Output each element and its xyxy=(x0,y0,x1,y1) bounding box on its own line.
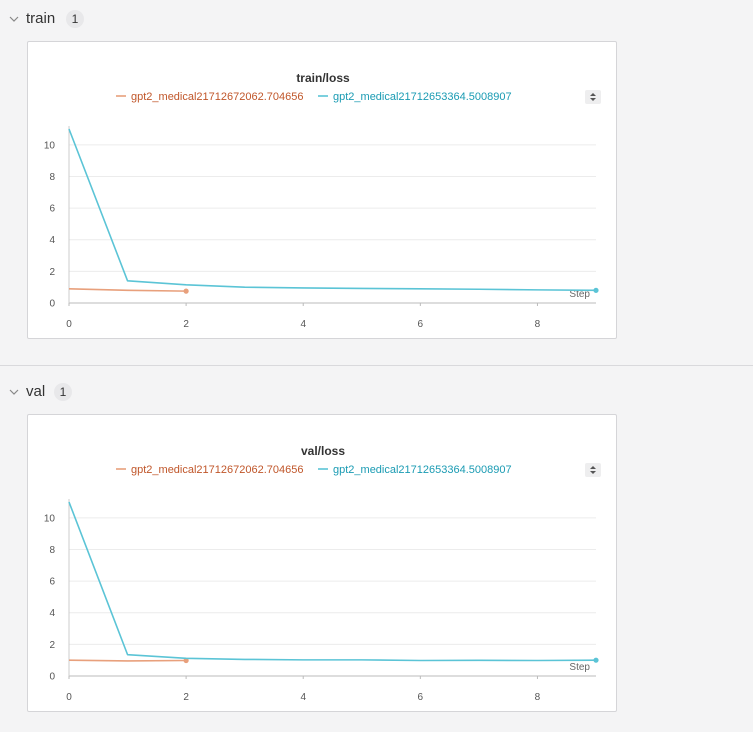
chart-title: val/loss xyxy=(301,444,345,458)
y-tick-label: 6 xyxy=(49,577,55,588)
legend-label: gpt2_medical21712653364.5008907 xyxy=(333,464,512,476)
x-tick-label: 4 xyxy=(300,319,306,330)
chart-val-loss: val/loss gpt2_medical21712672062.704656 gp… xyxy=(44,444,599,703)
sort-arrows-icon xyxy=(590,466,596,474)
chart-title: train/loss xyxy=(296,71,350,85)
series-endpoint[interactable] xyxy=(593,657,599,663)
x-tick-label: 0 xyxy=(66,319,72,330)
y-tick-label: 2 xyxy=(49,267,55,278)
legend-item[interactable]: gpt2_medical21712672062.704656 xyxy=(116,91,304,103)
y-tick-label: 8 xyxy=(49,172,55,183)
chevron-down-icon[interactable] xyxy=(8,13,20,25)
y-tick-label: 4 xyxy=(49,235,55,246)
sort-arrows-icon xyxy=(590,93,596,101)
x-tick-label: 6 xyxy=(418,692,424,703)
section-header-val[interactable]: val 1 xyxy=(0,380,120,404)
legend-label: gpt2_medical21712672062.704656 xyxy=(131,464,304,476)
chart-train-loss: train/loss gpt2_medical21712672062.704656… xyxy=(44,71,599,330)
x-tick-label: 2 xyxy=(183,319,189,330)
y-tick-label: 8 xyxy=(49,545,55,556)
legend-menu-button[interactable] xyxy=(585,463,601,477)
x-tick-label: 6 xyxy=(418,319,424,330)
y-tick-label: 2 xyxy=(49,640,55,651)
legend-item[interactable]: gpt2_medical21712653364.5008907 xyxy=(318,91,512,103)
series-line[interactable] xyxy=(68,659,187,662)
series-endpoint[interactable] xyxy=(183,288,189,294)
series-endpoint[interactable] xyxy=(183,657,189,664)
x-tick-label: 8 xyxy=(535,319,541,330)
series-endpoint[interactable] xyxy=(593,287,599,293)
y-tick-label: 0 xyxy=(49,672,55,683)
section-header-train[interactable]: train 1 xyxy=(0,7,120,31)
legend-item[interactable]: gpt2_medical21712672062.704656 xyxy=(116,464,304,476)
x-tick-label: 0 xyxy=(66,692,72,703)
y-tick-label: 0 xyxy=(49,299,55,310)
section-count-badge: 1 xyxy=(66,10,84,28)
section-count-badge: 1 xyxy=(54,383,72,401)
legend-item[interactable]: gpt2_medical21712653364.5008907 xyxy=(318,464,512,476)
section-divider xyxy=(0,365,753,366)
x-axis-label: Step xyxy=(569,289,590,300)
y-tick-label: 6 xyxy=(49,204,55,215)
section-title: val xyxy=(26,383,46,400)
section-title: train xyxy=(26,10,56,27)
x-tick-label: 2 xyxy=(183,692,189,703)
x-tick-label: 8 xyxy=(535,692,541,703)
chevron-down-icon[interactable] xyxy=(8,386,20,398)
y-tick-label: 4 xyxy=(49,608,55,619)
legend-label: gpt2_medical21712672062.704656 xyxy=(131,91,304,103)
y-tick-label: 10 xyxy=(44,513,56,524)
series-line[interactable] xyxy=(68,287,187,292)
chart-card-val-loss: val/loss gpt2_medical21712672062.704656 gp… xyxy=(27,414,617,712)
y-tick-label: 10 xyxy=(44,140,56,151)
series-line[interactable] xyxy=(68,128,597,292)
series-line[interactable] xyxy=(68,501,597,662)
chart-card-train-loss: train/loss gpt2_medical21712672062.704656… xyxy=(27,41,617,339)
x-axis-label: Step xyxy=(569,662,590,673)
legend-label: gpt2_medical21712653364.5008907 xyxy=(333,91,512,103)
x-tick-label: 4 xyxy=(300,692,306,703)
legend-menu-button[interactable] xyxy=(585,90,601,104)
